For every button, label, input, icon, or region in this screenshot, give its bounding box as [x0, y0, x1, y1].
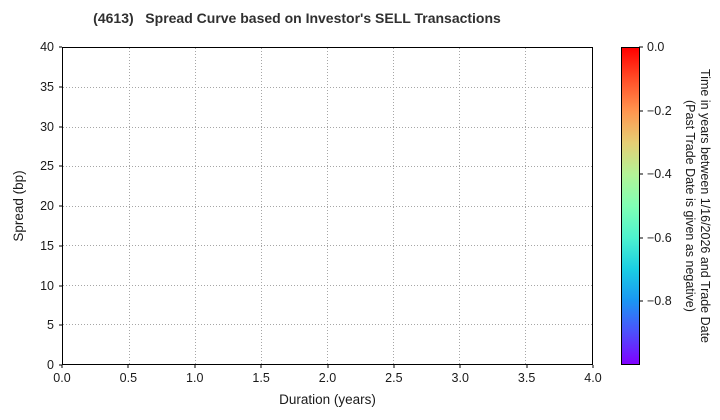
y-tick-mark	[59, 205, 62, 207]
x-tick-mark	[327, 365, 328, 368]
x-tick-label: 0.0	[53, 371, 71, 385]
x-tick-mark	[459, 365, 461, 368]
x-tick-label: 0.5	[119, 371, 138, 385]
plot-area	[62, 47, 593, 365]
x-tick-label: 2.0	[318, 371, 337, 385]
y-tick-label: 10	[40, 278, 54, 293]
y-tick-mark	[59, 364, 62, 366]
y-tick-label: 5	[47, 318, 54, 332]
colorbar-tick-label: −0.6	[647, 230, 672, 245]
gridline-horizontal	[63, 245, 592, 246]
y-tick-label: 40	[40, 39, 54, 54]
x-tick-label: 4.0	[584, 371, 602, 385]
x-tick-label: 3.0	[451, 371, 469, 385]
gridline-horizontal	[63, 126, 592, 128]
colorbar-tick-mark	[639, 300, 643, 302]
x-tick-mark	[526, 365, 528, 368]
colorbar-tick-label: 0.0	[647, 39, 665, 54]
x-tick-label: 2.5	[385, 371, 403, 385]
colorbar-label-line1: Time in years between 1/16/2026 and Trad…	[698, 68, 712, 343]
colorbar-tick-label: −0.8	[647, 294, 672, 309]
y-axis-tick-labels: 40 35 30 25 20 15 10 5 0	[0, 41, 54, 371]
x-tick-label: 1.0	[186, 371, 204, 385]
x-tick-label: 3.5	[517, 371, 536, 385]
colorbar-axis-label: Time in years between 1/16/2026 and Trad…	[682, 41, 712, 371]
y-tick-mark	[59, 245, 62, 247]
gridline-horizontal	[63, 324, 592, 325]
x-tick-mark	[592, 365, 594, 368]
x-tick-mark	[260, 365, 262, 368]
colorbar-tick-label: −0.4	[647, 166, 672, 181]
y-tick-label: 30	[40, 119, 54, 134]
x-tick-label: 1.5	[252, 371, 270, 385]
x-axis-tick-labels: 0.0 0.5 1.0 1.5 2.0 2.5 3.0 3.5 4.0	[53, 371, 601, 387]
colorbar	[621, 47, 640, 365]
x-tick-mark	[127, 365, 129, 368]
y-tick-mark	[59, 46, 62, 48]
gridline-horizontal	[63, 284, 592, 286]
colorbar-tick-mark	[639, 46, 643, 48]
x-tick-mark	[194, 365, 196, 368]
colorbar-tick-labels: 0.0 −0.2 −0.4 −0.6 −0.8	[647, 41, 687, 365]
y-tick-label: 15	[40, 238, 54, 253]
colorbar-tick-mark	[639, 237, 643, 239]
y-tick-label: 20	[40, 198, 54, 213]
chart-title: (4613) Spread Curve based on Investor's …	[93, 10, 501, 26]
x-axis-ticks	[61, 365, 594, 369]
colorbar-tick-mark	[639, 110, 643, 112]
y-tick-mark	[59, 165, 62, 167]
colorbar-tick-label: −0.2	[647, 103, 672, 118]
x-tick-mark	[61, 365, 63, 368]
x-axis-label: Duration (years)	[279, 392, 376, 407]
y-tick-mark	[59, 126, 62, 127]
x-tick-mark	[393, 365, 395, 368]
y-axis-ticks	[59, 46, 62, 366]
colorbar-gradient	[622, 48, 639, 364]
colorbar-ticks	[639, 46, 643, 365]
y-tick-mark	[59, 285, 62, 286]
y-tick-label: 0	[47, 357, 54, 372]
colorbar-tick-mark	[639, 173, 643, 175]
colorbar-label-line2: (Past Trade Date is given as negative)	[683, 100, 697, 312]
y-tick-mark	[59, 86, 62, 88]
gridline-horizontal	[63, 205, 592, 207]
y-tick-mark	[59, 324, 62, 326]
gridline-horizontal	[63, 87, 592, 88]
y-tick-label: 25	[40, 159, 54, 173]
gridline-horizontal	[63, 166, 592, 167]
y-tick-label: 35	[40, 79, 54, 94]
